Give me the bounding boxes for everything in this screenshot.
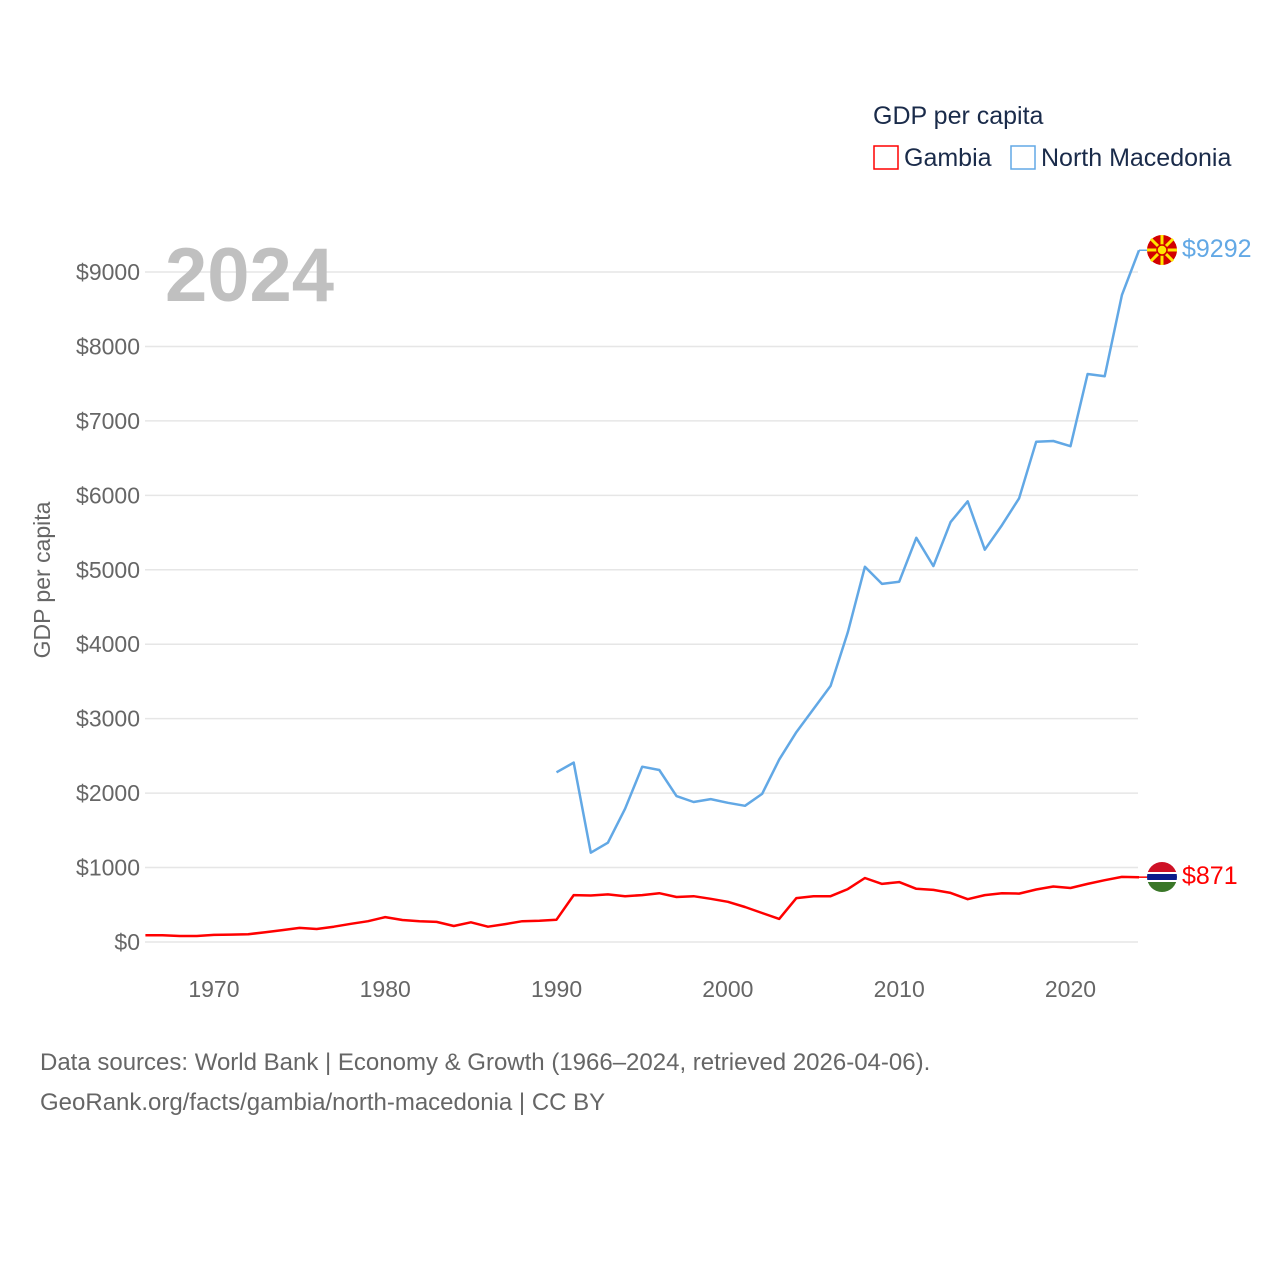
y-tick-label: $1000	[76, 855, 140, 881]
x-tick-label: 2010	[874, 976, 925, 1002]
x-tick-label: 1980	[360, 976, 411, 1002]
y-tick-label: $8000	[76, 333, 140, 359]
legend-title: GDP per capita	[873, 102, 1044, 130]
legend-label-north-macedonia: North Macedonia	[1041, 144, 1231, 172]
footer-link[interactable]: GeoRank.org/facts/gambia/north-macedonia…	[40, 1089, 606, 1116]
gambia-flag-icon	[1147, 862, 1177, 892]
series-line-gambia	[145, 875, 1140, 938]
end-label-north-macedonia: $9292	[1182, 235, 1252, 263]
y-axis-label: GDP per capita	[29, 501, 55, 658]
legend-label-gambia: Gambia	[904, 144, 992, 172]
end-label-gambia: $871	[1182, 862, 1238, 890]
x-tick-label: 1970	[188, 976, 239, 1002]
y-tick-label: $4000	[76, 631, 140, 657]
y-tick-label: $0	[114, 929, 140, 955]
x-tick-label: 1990	[531, 976, 582, 1002]
legend-swatch-gambia	[873, 145, 899, 170]
north-macedonia-flag-icon	[1147, 235, 1177, 265]
year-watermark: 2024	[165, 233, 334, 318]
y-tick-label: $3000	[76, 706, 140, 732]
y-tick-label: $2000	[76, 780, 140, 806]
x-tick-label: 2020	[1045, 976, 1096, 1002]
legend-swatch-north-macedonia	[1010, 145, 1036, 170]
y-tick-label: $5000	[76, 557, 140, 583]
x-tick-label: 2000	[702, 976, 753, 1002]
footer-sources: Data sources: World Bank | Economy & Gro…	[40, 1049, 931, 1076]
y-tick-label: $7000	[76, 408, 140, 434]
series-line-north-macedonia	[555, 249, 1141, 854]
y-tick-label: $9000	[76, 259, 140, 285]
y-tick-label: $6000	[76, 482, 140, 508]
data-source-footer: Data sources: World Bank | Economy & Gro…	[40, 1043, 930, 1123]
